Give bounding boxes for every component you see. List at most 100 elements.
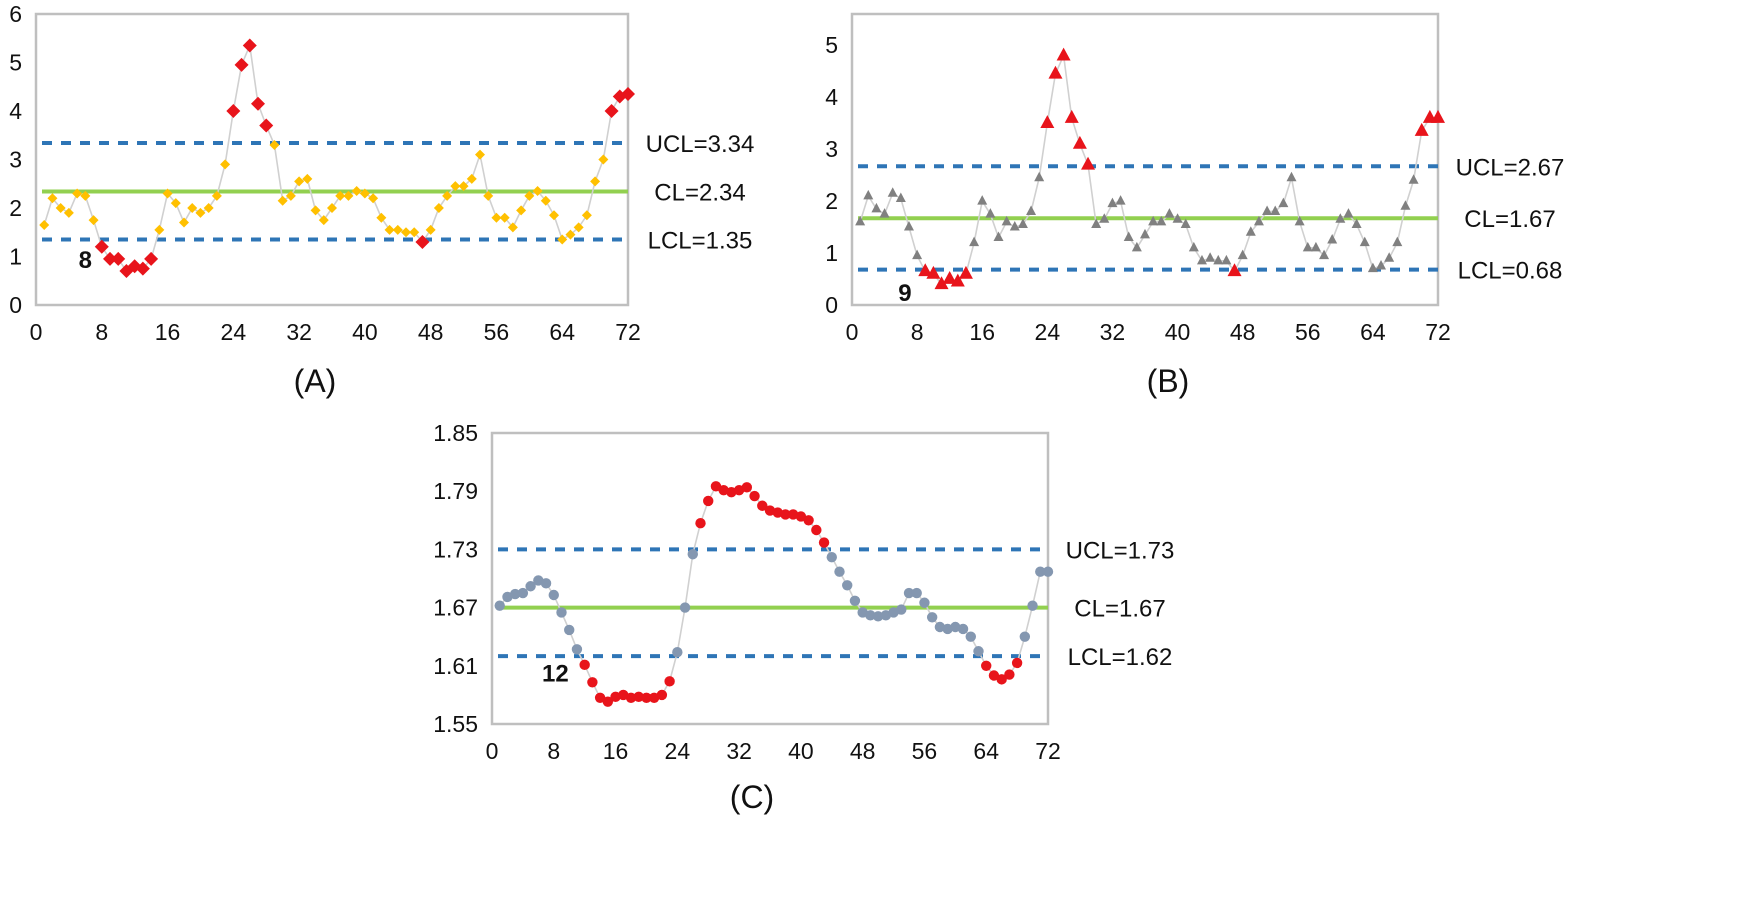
data-point [903, 221, 914, 231]
ucl-label: UCL=3.34 [646, 131, 755, 158]
out-of-control-point [1227, 263, 1242, 277]
out-of-control-point [594, 692, 606, 704]
data-point [985, 208, 996, 218]
out-of-control-point [950, 273, 965, 287]
out-of-control-point [942, 271, 957, 284]
data-point [1017, 218, 1028, 228]
x-tick-label: 16 [969, 319, 995, 345]
data-point [855, 215, 866, 226]
data-point [1237, 249, 1248, 260]
out-of-control-point [415, 234, 430, 249]
data-point [47, 193, 58, 204]
data-point [879, 208, 890, 218]
data-point [1034, 171, 1045, 182]
out-of-control-point [1004, 669, 1015, 680]
out-of-control-point [1072, 135, 1087, 149]
data-point [1099, 213, 1110, 223]
data-point [1302, 241, 1313, 252]
data-point [277, 195, 288, 206]
data-point [1335, 213, 1346, 223]
data-point [294, 176, 305, 187]
data-point [1140, 228, 1150, 239]
data-point [1205, 252, 1216, 262]
data-point [571, 644, 583, 655]
y-tick-label: 2 [825, 188, 838, 214]
data-point [1213, 254, 1224, 265]
data-point [1253, 215, 1264, 226]
data-point [565, 229, 576, 240]
data-point [359, 188, 370, 199]
data-point [887, 187, 898, 197]
y-tick-label: 4 [9, 98, 22, 124]
data-point [285, 190, 296, 201]
out-of-control-point [757, 500, 768, 511]
x-tick-label: 0 [846, 319, 859, 345]
x-tick-label: 8 [547, 738, 560, 764]
y-tick-label: 1.61 [433, 653, 478, 679]
data-point [911, 587, 922, 599]
y-tick-label: 1.85 [433, 420, 478, 446]
y-tick-label: 3 [9, 147, 22, 173]
data-point [540, 195, 551, 206]
data-point [871, 202, 882, 213]
data-point [1392, 236, 1403, 247]
data-point [211, 190, 222, 201]
data-point [187, 203, 198, 213]
out-of-control-point [111, 251, 126, 266]
data-point [1384, 252, 1395, 262]
data-point [392, 224, 403, 235]
y-tick-label: 6 [9, 1, 22, 27]
out-of-control-point [259, 118, 274, 133]
out-of-control-point [1414, 122, 1429, 136]
x-tick-label: 48 [418, 319, 444, 345]
data-point [458, 181, 469, 192]
data-point [581, 210, 592, 221]
out-of-control-point [780, 509, 791, 520]
data-point [269, 139, 280, 150]
data-point [1115, 195, 1126, 205]
x-tick-label: 24 [665, 738, 691, 764]
out-of-control-point [695, 518, 706, 529]
data-point [335, 190, 346, 201]
data-point [687, 549, 698, 560]
lcl-label: LCL=0.68 [1458, 258, 1563, 285]
x-tick-label: 8 [95, 319, 108, 345]
out-of-control-point [703, 495, 714, 507]
data-point [483, 190, 494, 201]
data-point [1367, 262, 1378, 273]
data-point [524, 190, 535, 201]
data-point [1278, 197, 1289, 208]
panel-caption: (B) [1147, 363, 1190, 399]
out-of-control-point [710, 481, 722, 492]
data-point [195, 207, 206, 218]
data-point [162, 188, 173, 199]
data-point [442, 190, 453, 201]
out-of-control-point [811, 524, 822, 536]
run-length-label: 8 [79, 247, 92, 274]
data-point [1351, 218, 1362, 228]
out-of-control-point [1056, 47, 1071, 61]
x-tick-label: 16 [155, 319, 181, 345]
out-of-control-point [1048, 65, 1063, 79]
data-point [573, 222, 584, 233]
x-tick-label: 72 [1035, 738, 1061, 764]
data-point [564, 624, 575, 636]
data-point [433, 203, 444, 213]
ucl-label: UCL=2.67 [1456, 154, 1565, 181]
out-of-control-point [818, 537, 830, 548]
out-of-control-point [664, 676, 675, 687]
y-tick-label: 5 [9, 50, 22, 76]
out-of-control-point [656, 689, 668, 701]
data-point [220, 159, 231, 170]
data-point [1001, 215, 1012, 226]
data-point [1035, 566, 1046, 577]
data-point [865, 610, 876, 621]
data-point [376, 212, 387, 223]
data-point [1327, 234, 1338, 244]
data-point [672, 647, 683, 658]
x-tick-label: 64 [549, 319, 575, 345]
data-point [425, 224, 436, 235]
data-point [203, 203, 214, 213]
out-of-control-point [958, 265, 973, 279]
data-point [170, 198, 181, 209]
